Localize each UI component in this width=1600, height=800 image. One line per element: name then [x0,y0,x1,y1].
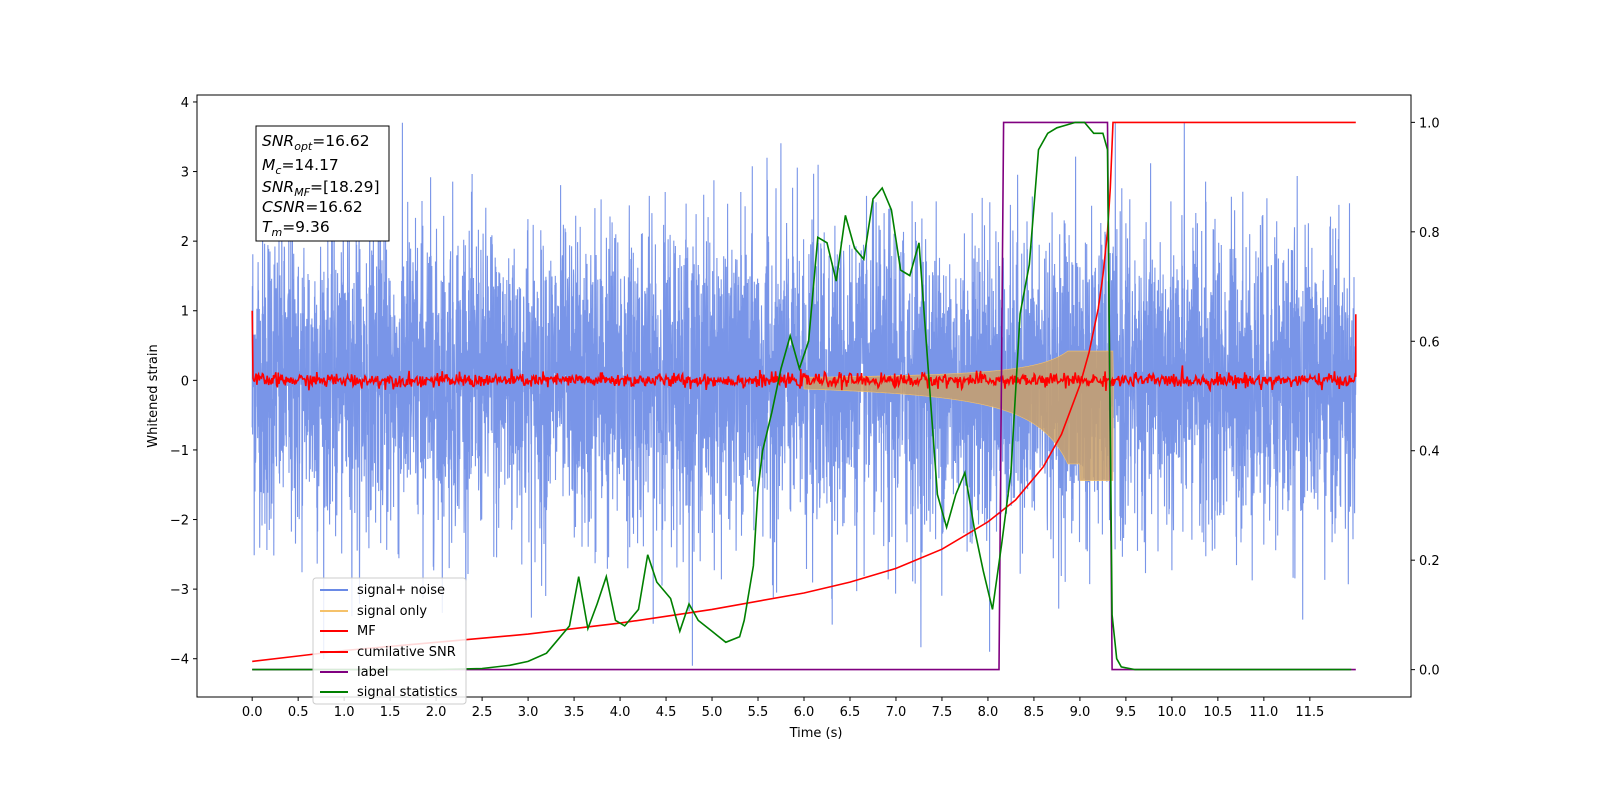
annotation-snr-mf: SNRMF=[18.29] [262,178,380,199]
legend-label-signal-only: signal only [357,604,427,619]
y2-tick-label-0.8: 0.8 [1419,226,1440,241]
y-tick-label-4: 4 [181,96,189,111]
x-tick-label-2.0: 2.0 [426,705,447,720]
y2-tick-label-0.2: 0.2 [1419,554,1440,569]
annotation-tm: Tm=9.36 [262,218,330,239]
x-axis-label: Time (s) [789,726,843,741]
series-signal-statistics [252,121,1352,671]
y-tick-label--2: −2 [170,514,189,529]
x-tick-label-8.5: 8.5 [1024,705,1045,720]
y-tick-label--1: −1 [170,444,189,459]
series-signal-noise [251,122,1357,666]
y-tick-label--4: −4 [170,653,189,668]
y2-axis-ticks: 1.0 0.8 0.6 0.4 0.2 0.0 [1411,116,1440,679]
x-tick-label-4.5: 4.5 [656,705,677,720]
x-tick-label-3.5: 3.5 [564,705,585,720]
x-tick-label-10.5: 10.5 [1203,705,1232,720]
plot-area [251,121,1357,671]
x-tick-label-4.0: 4.0 [610,705,631,720]
annotation-chirp-mass: Mc=14.17 [262,156,339,177]
x-tick-label-7.0: 7.0 [886,705,907,720]
legend-swatches [320,589,348,693]
y2-tick-label-0.4: 0.4 [1419,445,1440,460]
y-tick-label--3: −3 [170,583,189,598]
annotation-csnr: CSNR=16.62 [262,198,363,216]
x-tick-label-11.5: 11.5 [1295,705,1324,720]
y-axis-ticks: 4 3 2 1 0 −1 −2 −3 −4 [170,96,197,668]
annotation-snr-opt: SNRopt=16.62 [262,132,370,153]
y2-tick-label-1.0: 1.0 [1419,116,1440,131]
y-tick-label-0: 0 [181,374,189,389]
x-tick-label-9.0: 9.0 [1070,705,1091,720]
annotation-box: SNRopt=16.62 Mc=14.17 SNRMF=[18.29] CSNR… [255,125,390,242]
series-cumulative-snr [252,121,1356,663]
legend-label-label: label [357,665,388,680]
x-tick-label-6.5: 6.5 [840,705,861,720]
legend-label-cumulative-snr: cumilative SNR [357,645,456,660]
legend-label-signal-noise: signal+ noise [357,583,445,598]
y-tick-label-3: 3 [181,166,189,181]
x-tick-label-11.0: 11.0 [1249,705,1278,720]
y2-tick-label-0.0: 0.0 [1419,664,1440,679]
series-mf [251,310,1357,393]
x-tick-label-0.5: 0.5 [288,705,309,720]
y2-tick-label-0.6: 0.6 [1419,335,1440,350]
x-tick-label-10.0: 10.0 [1157,705,1186,720]
legend: signal+ noise signal only MF cumilative … [312,577,467,705]
x-tick-label-9.5: 9.5 [1116,705,1137,720]
x-tick-label-6.0: 6.0 [794,705,815,720]
x-axis-ticks: 0.0 0.5 1.0 1.5 2.0 2.5 3.0 3.5 4.0 4.5 5.0 5.5 6.0 6… [242,697,1324,720]
legend-label-signal-statistics: signal statistics [357,685,458,700]
x-tick-label-2.5: 2.5 [472,705,493,720]
x-tick-label-1.0: 1.0 [334,705,355,720]
x-tick-label-5.5: 5.5 [748,705,769,720]
y-tick-label-1: 1 [181,305,189,320]
x-tick-label-1.5: 1.5 [380,705,401,720]
x-tick-label-8.0: 8.0 [978,705,999,720]
y-axis-label: Whitened strain [146,344,161,447]
x-tick-label-0.0: 0.0 [242,705,263,720]
y-tick-label-2: 2 [181,235,189,250]
legend-label-mf: MF [357,624,376,639]
x-tick-label-7.5: 7.5 [932,705,953,720]
x-tick-label-3.0: 3.0 [518,705,539,720]
x-tick-label-5.0: 5.0 [702,705,723,720]
